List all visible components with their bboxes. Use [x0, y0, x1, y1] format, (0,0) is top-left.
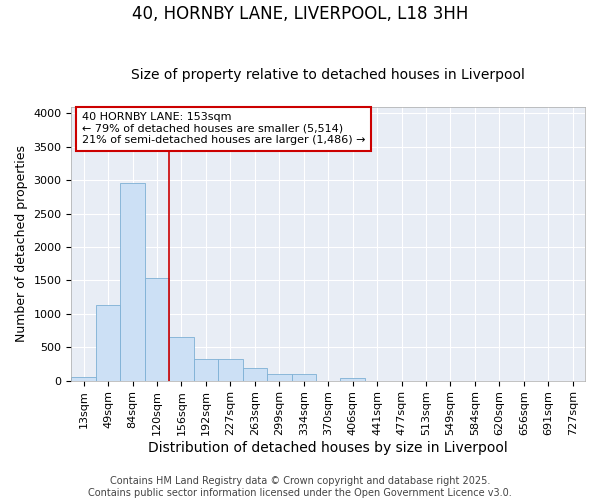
Bar — [194, 359, 218, 380]
Bar — [292, 374, 316, 380]
Bar — [71, 378, 96, 380]
Bar — [96, 305, 121, 380]
Bar — [218, 359, 242, 380]
Bar — [169, 336, 194, 380]
Y-axis label: Number of detached properties: Number of detached properties — [15, 145, 28, 342]
X-axis label: Distribution of detached houses by size in Liverpool: Distribution of detached houses by size … — [148, 441, 508, 455]
Bar — [340, 378, 365, 380]
Bar — [145, 278, 169, 380]
Title: Size of property relative to detached houses in Liverpool: Size of property relative to detached ho… — [131, 68, 525, 82]
Bar — [242, 368, 267, 380]
Text: 40 HORNBY LANE: 153sqm
← 79% of detached houses are smaller (5,514)
21% of semi-: 40 HORNBY LANE: 153sqm ← 79% of detached… — [82, 112, 365, 146]
Text: 40, HORNBY LANE, LIVERPOOL, L18 3HH: 40, HORNBY LANE, LIVERPOOL, L18 3HH — [132, 5, 468, 23]
Text: Contains HM Land Registry data © Crown copyright and database right 2025.
Contai: Contains HM Land Registry data © Crown c… — [88, 476, 512, 498]
Bar — [121, 183, 145, 380]
Bar — [267, 374, 292, 380]
